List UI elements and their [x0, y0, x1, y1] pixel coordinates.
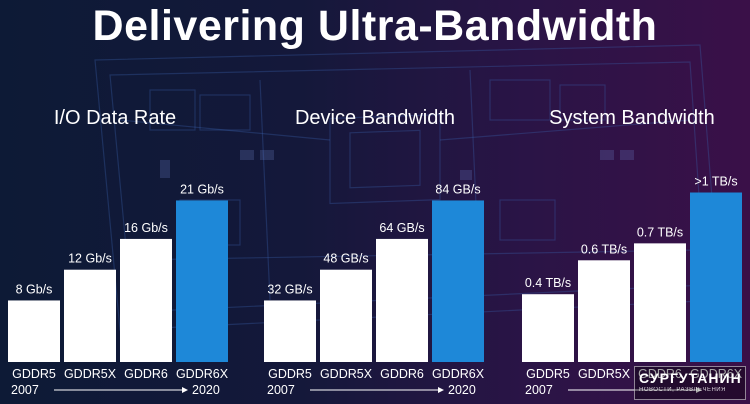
chart-panel-1: I/O Data Rate 8 Gb/s GDDR5 12 Gb/s GDDR5X 16 … — [8, 107, 229, 397]
tick-label: GDDR5X — [578, 367, 631, 381]
data-label: >1 TB/s — [694, 175, 737, 189]
timeline-end-year: 2020 — [448, 383, 476, 397]
timeline-arrowhead — [182, 387, 188, 393]
tick-label: GDDR5X — [64, 367, 117, 381]
timeline-start-year: 2007 — [525, 383, 553, 397]
data-label: 12 Gb/s — [68, 252, 112, 266]
chart-panel-2: Device Bandwidth 32 GB/s GDDR5 48 GB/s GDDR5… — [264, 107, 485, 397]
data-label: 48 GB/s — [323, 252, 368, 266]
data-label: 16 Gb/s — [124, 221, 168, 235]
tick-label: GDDR5X — [320, 367, 373, 381]
bar — [522, 294, 574, 362]
bar — [432, 200, 484, 362]
bar — [120, 238, 172, 362]
watermark-logo: СУРГУТАНИН НОВОСТИ, РАЗВЛЕЧЕНИЯ — [634, 366, 746, 400]
tick-label: GDDR6 — [638, 367, 682, 381]
data-label: 0.4 TB/s — [525, 276, 571, 290]
bar — [634, 243, 686, 362]
slide-title: Delivering Ultra-Bandwidth — [92, 2, 658, 50]
watermark-text: СУРГУТАНИН — [639, 370, 742, 386]
bar — [264, 300, 316, 362]
data-label: 32 GB/s — [267, 282, 312, 296]
timeline-start-year: 2007 — [267, 383, 295, 397]
bar — [690, 192, 742, 362]
chart-panel-3: System Bandwidth 0.4 TB/s GDDR5 0.6 TB/s GDD… — [522, 107, 743, 397]
bar — [176, 200, 228, 362]
tick-label: GDDR5 — [526, 367, 570, 381]
bar — [8, 300, 60, 362]
bar — [376, 238, 428, 362]
watermark-subtext: НОВОСТИ, РАЗВЛЕЧЕНИЯ — [639, 387, 726, 393]
data-label: 0.6 TB/s — [581, 242, 627, 256]
timeline-arrowhead — [696, 387, 702, 393]
chart-title: I/O Data Rate — [54, 107, 176, 129]
bar — [64, 269, 116, 362]
data-label: 21 Gb/s — [180, 182, 224, 196]
tick-label: GDDR6 — [380, 367, 424, 381]
bar — [578, 260, 630, 362]
tick-label: GDDR5 — [268, 367, 312, 381]
timeline-start-year: 2007 — [11, 383, 39, 397]
data-label: 0.7 TB/s — [637, 225, 683, 239]
timeline-arrowhead — [438, 387, 444, 393]
tick-label: GDDR6X — [176, 367, 229, 381]
chart-title: System Bandwidth — [549, 107, 715, 129]
bar — [320, 269, 372, 362]
tick-label: GDDR6 — [124, 367, 168, 381]
chart-title: Device Bandwidth — [295, 107, 455, 129]
tick-label: GDDR5 — [12, 367, 56, 381]
tick-label: GDDR6X — [432, 367, 485, 381]
tick-label: GDDR6X — [690, 367, 743, 381]
data-label: 8 Gb/s — [16, 282, 53, 296]
data-label: 84 GB/s — [435, 182, 480, 196]
timeline-end-year: 2020 — [192, 383, 220, 397]
data-label: 64 GB/s — [379, 221, 424, 235]
